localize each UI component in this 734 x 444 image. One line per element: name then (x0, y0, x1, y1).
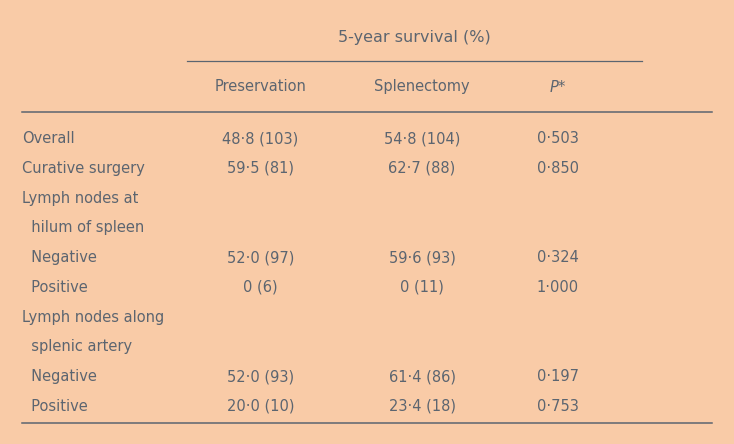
Text: 0·503: 0·503 (537, 131, 579, 146)
Text: 23·4 (18): 23·4 (18) (388, 399, 456, 414)
Text: 54·8 (104): 54·8 (104) (384, 131, 460, 146)
Text: splenic artery: splenic artery (22, 339, 132, 354)
Text: Positive: Positive (22, 280, 88, 295)
Text: 59·5 (81): 59·5 (81) (227, 161, 294, 176)
Text: Splenectomy: Splenectomy (374, 79, 470, 94)
Text: $\it{P}$*: $\it{P}$* (549, 79, 567, 95)
Text: 59·6 (93): 59·6 (93) (388, 250, 456, 265)
Text: Negative: Negative (22, 369, 97, 384)
Text: 20·0 (10): 20·0 (10) (227, 399, 294, 414)
Text: 52·0 (93): 52·0 (93) (227, 369, 294, 384)
Text: Positive: Positive (22, 399, 88, 414)
Text: 0·753: 0·753 (537, 399, 579, 414)
Text: Negative: Negative (22, 250, 97, 265)
Text: 0 (11): 0 (11) (400, 280, 444, 295)
Text: 62·7 (88): 62·7 (88) (388, 161, 456, 176)
Text: 48·8 (103): 48·8 (103) (222, 131, 299, 146)
Text: 0·197: 0·197 (537, 369, 579, 384)
Text: 52·0 (97): 52·0 (97) (227, 250, 294, 265)
Text: 0·850: 0·850 (537, 161, 579, 176)
Text: 61·4 (86): 61·4 (86) (388, 369, 456, 384)
Text: Lymph nodes along: Lymph nodes along (22, 309, 164, 325)
Text: Preservation: Preservation (214, 79, 307, 94)
Text: 1·000: 1·000 (537, 280, 579, 295)
Text: Overall: Overall (22, 131, 75, 146)
Text: 0 (6): 0 (6) (243, 280, 278, 295)
Text: Lymph nodes at: Lymph nodes at (22, 190, 139, 206)
Text: 5-year survival (%): 5-year survival (%) (338, 30, 491, 45)
Text: 0·324: 0·324 (537, 250, 579, 265)
Text: Curative surgery: Curative surgery (22, 161, 145, 176)
Text: hilum of spleen: hilum of spleen (22, 220, 145, 235)
